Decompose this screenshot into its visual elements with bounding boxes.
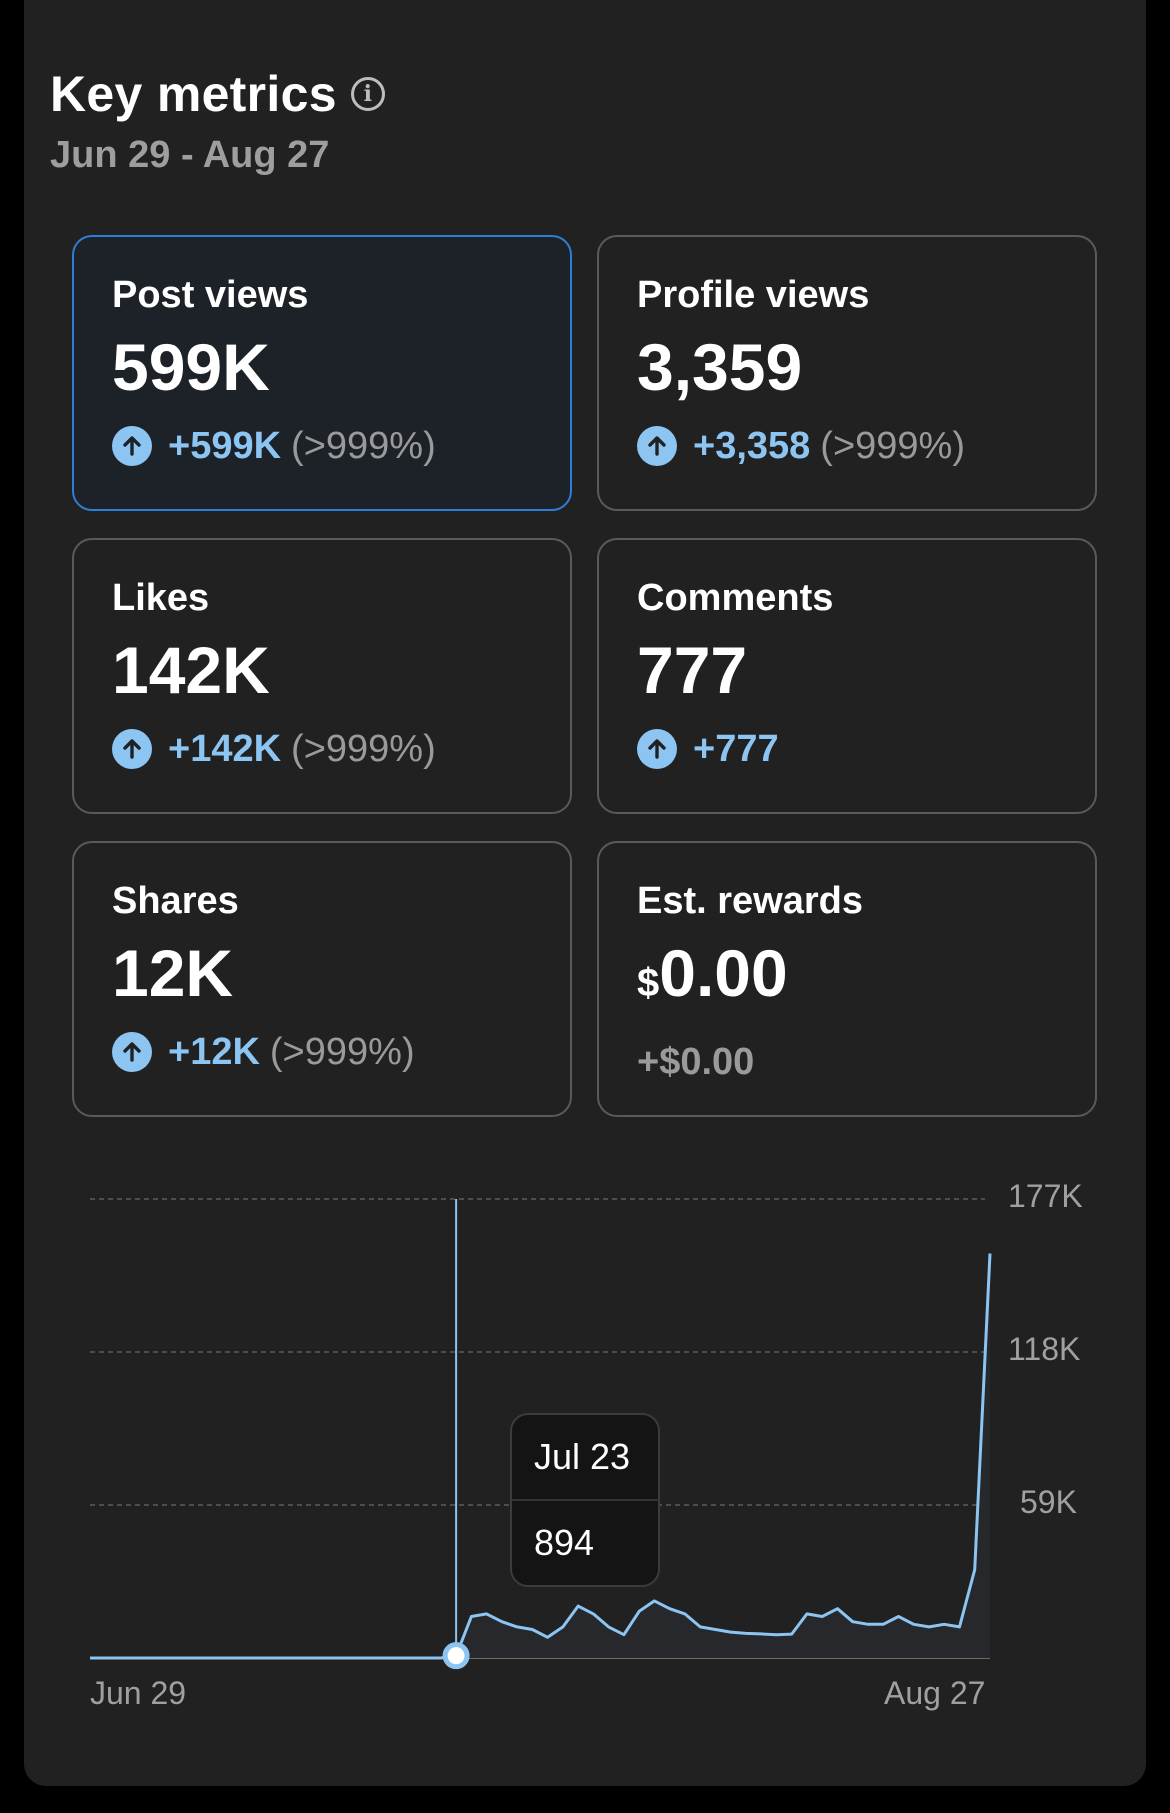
title-row: Key metrics i (50, 62, 385, 126)
metric-value-number: 0.00 (659, 936, 788, 1010)
metric-card-post-views[interactable]: Post views 599K +599K (>999%) (72, 235, 572, 511)
metric-change-percent: (>999%) (820, 424, 965, 467)
metric-change-percent: (>999%) (269, 1030, 415, 1073)
currency-symbol: $ (637, 961, 660, 1005)
metric-change: +599K (>999%) (112, 421, 570, 471)
metric-change: +3,358 (>999%) (637, 421, 1095, 471)
metric-card-comments[interactable]: Comments 777 +777 (597, 538, 1097, 814)
arrow-up-icon (112, 729, 152, 769)
date-range: Jun 29 - Aug 27 (50, 134, 330, 176)
metric-label: Shares (112, 880, 239, 922)
metric-change-percent: (>999%) (291, 424, 436, 467)
metric-card-likes[interactable]: Likes 142K +142K (>999%) (72, 538, 572, 814)
metric-change-value: +3,358 (693, 424, 811, 467)
metric-value: 142K (112, 633, 270, 707)
metric-label: Profile views (637, 274, 870, 316)
metric-label: Likes (112, 577, 210, 619)
metric-change: +$0.00 (637, 1037, 1095, 1087)
metric-change-value: +142K (168, 727, 282, 770)
metric-change: +142K (>999%) (112, 724, 570, 774)
arrow-up-icon (112, 1032, 152, 1072)
metric-value: $0.00 (637, 935, 1095, 1021)
metric-change: +777 (637, 724, 1095, 774)
metric-change-value: +12K (168, 1030, 260, 1073)
metric-value: 777 (637, 633, 748, 707)
metric-label: Post views (112, 274, 309, 316)
arrow-up-icon (112, 426, 152, 466)
metric-value: 3,359 (637, 330, 803, 404)
metric-label: Est. rewards (637, 880, 863, 922)
metric-card-profile-views[interactable]: Profile views 3,359 +3,358 (>999%) (597, 235, 1097, 511)
page-title: Key metrics (50, 66, 337, 122)
metric-change-value: +$0.00 (637, 1040, 755, 1083)
metric-card-est-rewards[interactable]: Est. rewards $0.00 +$0.00 (597, 841, 1097, 1117)
metric-change: +12K (>999%) (112, 1027, 570, 1077)
key-metrics-header: Key metrics i Jun 29 - Aug 27 (50, 62, 385, 177)
metric-change-value: +777 (693, 727, 779, 770)
arrow-up-icon (637, 426, 677, 466)
metric-card-shares[interactable]: Shares 12K +12K (>999%) (72, 841, 572, 1117)
metric-value: 599K (112, 330, 270, 404)
metric-value: 12K (112, 936, 234, 1010)
info-icon[interactable]: i (350, 77, 385, 111)
metric-change-value: +599K (168, 424, 282, 467)
metric-change-percent: (>999%) (291, 727, 436, 770)
arrow-up-icon (637, 729, 677, 769)
metric-label: Comments (637, 577, 834, 619)
